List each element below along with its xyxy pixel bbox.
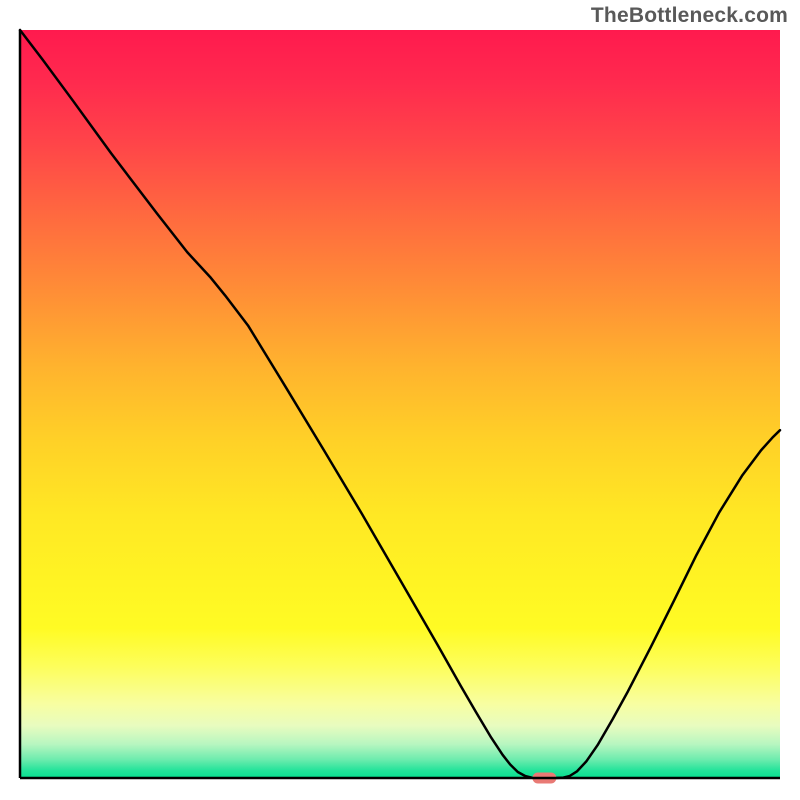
chart-background-gradient xyxy=(20,30,780,778)
chart-container: TheBottleneck.com xyxy=(0,0,800,800)
chart-svg xyxy=(0,0,800,800)
watermark-text: TheBottleneck.com xyxy=(591,4,788,28)
chart-area xyxy=(0,0,800,800)
